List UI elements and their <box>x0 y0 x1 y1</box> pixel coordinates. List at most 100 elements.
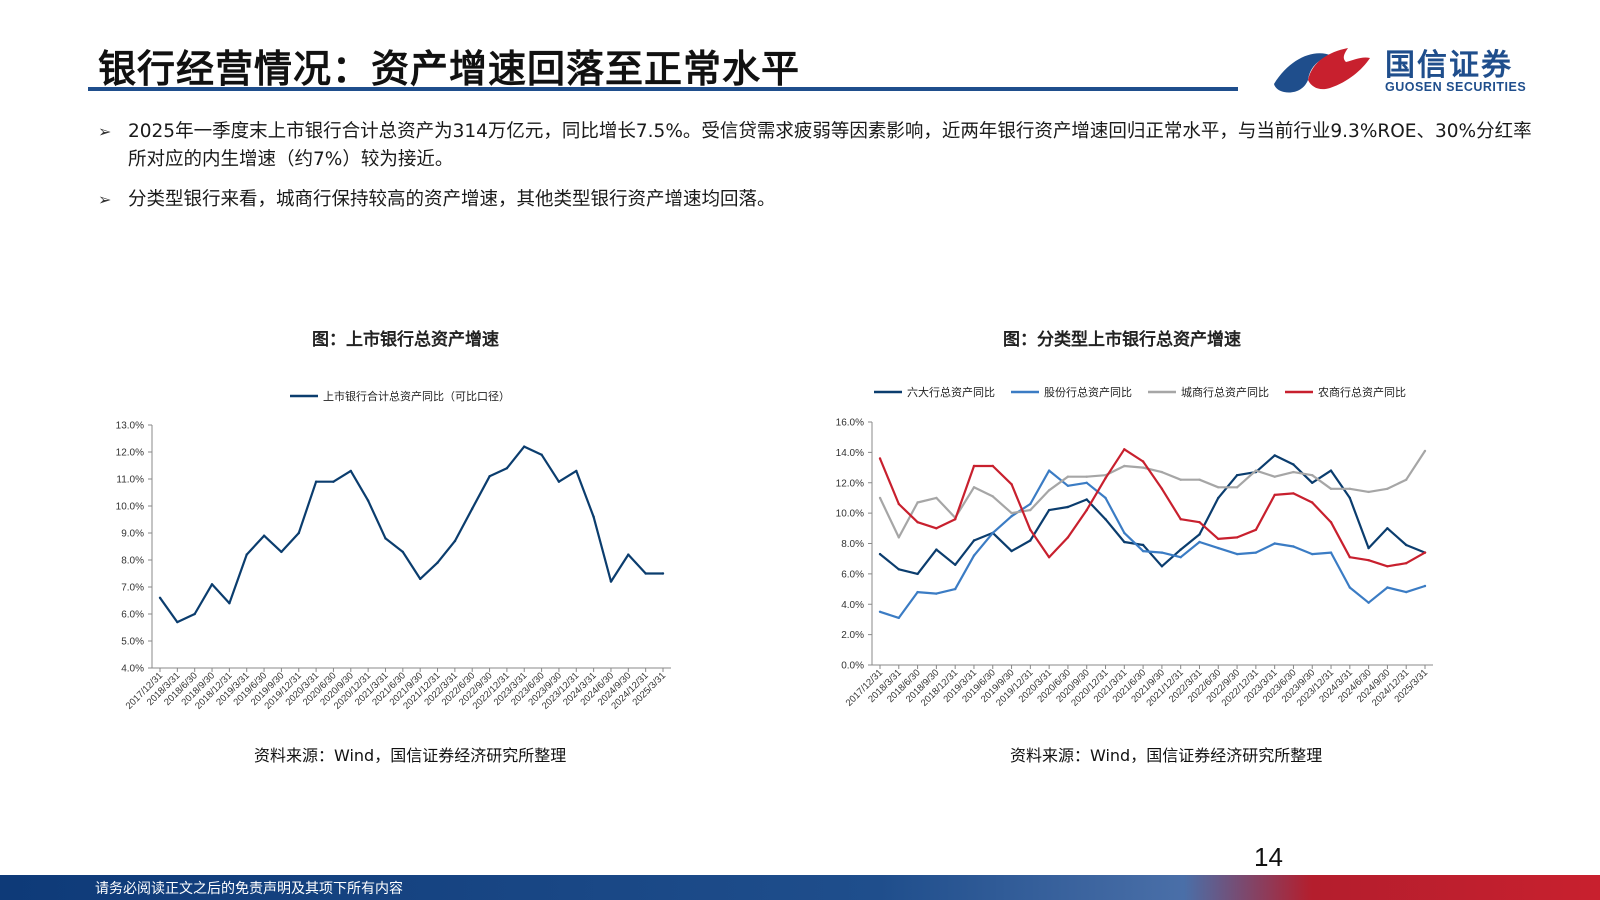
data-point <box>1104 496 1107 500</box>
data-point <box>1160 565 1164 568</box>
left-line-chart: 4.0% 5.0% 6.0% 7.0% 8.0% 9.0% 10.0% 11.0% 12.0% 1… <box>116 389 671 712</box>
series-line-2 <box>879 450 1426 539</box>
data-point <box>540 453 543 456</box>
legend-label: 农商行总资产同比 <box>1318 385 1406 399</box>
y-tick-label: 11.0% <box>116 475 144 486</box>
data-point <box>332 480 335 483</box>
data-point <box>1235 474 1239 477</box>
y-tick-label: 12.0% <box>116 448 144 459</box>
data-point <box>1217 546 1220 550</box>
data-point <box>1029 528 1032 531</box>
data-point <box>1329 469 1333 472</box>
data-point <box>991 464 994 468</box>
data-point <box>1179 548 1182 551</box>
data-point <box>1235 552 1239 556</box>
series-line-3 <box>878 448 1426 568</box>
data-point <box>1292 492 1295 495</box>
right-line-chart: 0.0% 2.0% 4.0% 6.0% 8.0% 10.0% 12.0% 14.0% 16.0%… <box>836 385 1433 709</box>
series-line-0 <box>159 445 663 624</box>
data-point <box>158 596 162 599</box>
data-point <box>453 539 457 543</box>
data-point <box>1047 489 1051 492</box>
data-point <box>1010 515 1013 518</box>
data-point <box>1423 551 1427 554</box>
data-point <box>1273 493 1276 497</box>
data-point <box>1405 478 1408 481</box>
y-tick-label: 6.0% <box>841 569 864 580</box>
data-point <box>1047 556 1051 559</box>
data-point <box>935 548 938 551</box>
y-tick-label: 8.0% <box>121 556 144 567</box>
data-point <box>1179 556 1182 559</box>
bullet-list: ➢ 2025年一季度末上市银行合计总资产为314万亿元，同比增长7.5%。受信贷… <box>98 118 1538 226</box>
data-point <box>1010 511 1013 515</box>
data-point <box>916 501 919 504</box>
data-point <box>592 515 595 518</box>
y-tick-label: 16.0% <box>836 418 864 429</box>
data-point <box>228 602 231 605</box>
data-point <box>972 554 976 557</box>
data-point <box>1348 556 1351 559</box>
data-point <box>1329 551 1333 554</box>
data-point <box>661 572 665 575</box>
data-point <box>972 464 976 468</box>
bullet-item: ➢ 分类型银行来看，城商行保持较高的资产增速，其他类型银行资产增速均回落。 <box>98 186 1538 214</box>
data-point <box>1386 487 1389 490</box>
data-point <box>1292 463 1295 466</box>
right-chart-source: 资料来源：Wind，国信证券经济研究所整理 <box>1010 746 1323 765</box>
data-point <box>878 496 882 500</box>
y-tick-label: 0.0% <box>841 661 864 672</box>
data-point <box>245 553 248 556</box>
y-tick-label: 6.0% <box>121 610 144 621</box>
y-tick-label: 9.0% <box>121 529 144 540</box>
data-point <box>575 469 578 473</box>
data-point <box>644 572 647 575</box>
data-point <box>1273 542 1276 545</box>
data-point <box>1235 536 1239 539</box>
data-point <box>1386 586 1389 589</box>
bullet-item: ➢ 2025年一季度末上市银行合计总资产为314万亿元，同比增长7.5%。受信贷… <box>98 118 1538 174</box>
left-chart-title: 图：上市银行总资产增速 <box>312 330 499 350</box>
data-point <box>1085 508 1088 512</box>
data-point <box>1047 508 1051 512</box>
footer-bar: 请务必阅读正文之后的免责声明及其项下所有内容 <box>0 875 1600 900</box>
data-point <box>1217 537 1220 541</box>
data-point <box>471 507 474 510</box>
data-point <box>1141 549 1145 553</box>
data-point <box>916 521 919 524</box>
data-point <box>1217 486 1220 489</box>
data-point <box>384 537 387 540</box>
logo-english-name: GUOSEN SECURITIES <box>1385 80 1527 94</box>
series-line-0 <box>879 454 1426 575</box>
legend-label: 股份行总资产同比 <box>1044 385 1132 399</box>
data-point <box>1066 484 1070 487</box>
y-tick-label: 12.0% <box>836 478 864 489</box>
right-chart-title: 图：分类型上市银行总资产增速 <box>1003 330 1241 350</box>
y-tick-label: 10.0% <box>116 502 144 513</box>
data-point <box>878 610 882 613</box>
data-point <box>280 550 283 554</box>
data-point <box>366 499 370 502</box>
data-point <box>1405 562 1408 565</box>
data-point <box>1141 543 1145 547</box>
y-tick-label: 5.0% <box>121 637 144 648</box>
data-point <box>1160 551 1164 554</box>
data-point <box>1273 454 1276 457</box>
data-point <box>419 577 422 581</box>
arrow-bullet-icon: ➢ <box>98 190 112 209</box>
data-point <box>1141 460 1145 463</box>
data-point <box>954 587 957 591</box>
data-point <box>262 534 266 537</box>
data-point <box>1160 487 1164 490</box>
data-point <box>297 531 300 535</box>
data-point <box>1198 521 1201 524</box>
data-point <box>1141 466 1145 469</box>
title-underline <box>88 87 1238 91</box>
series-line-1 <box>879 469 1426 619</box>
bullet-text: 分类型银行来看，城商行保持较高的资产增速，其他类型银行资产增速均回落。 <box>128 189 776 210</box>
legend-label: 城商行总资产同比 <box>1181 385 1269 399</box>
legend-label: 上市银行合计总资产同比（可比口径） <box>323 389 510 403</box>
data-point <box>991 495 994 498</box>
data-point <box>897 536 900 539</box>
data-point <box>1085 475 1088 478</box>
